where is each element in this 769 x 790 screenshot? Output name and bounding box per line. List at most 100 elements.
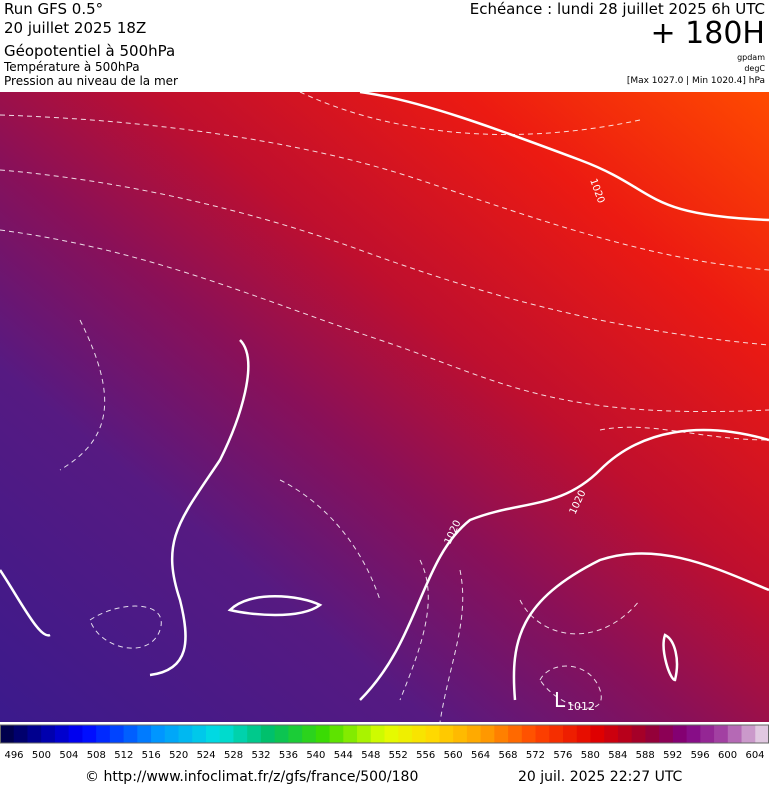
colorbar-label: 520 — [169, 750, 188, 761]
color-swatch — [700, 725, 715, 743]
colorbar-label: 592 — [663, 750, 682, 761]
color-swatch — [563, 725, 578, 743]
color-swatch — [425, 725, 440, 743]
color-swatch — [82, 725, 97, 743]
color-swatch — [755, 725, 769, 743]
color-swatch — [137, 725, 152, 743]
color-swatch — [590, 725, 605, 743]
color-swatch — [535, 725, 550, 743]
colorbar-label: 524 — [197, 750, 216, 761]
color-swatch — [13, 725, 28, 743]
color-swatch — [164, 725, 180, 743]
temperature-contours — [0, 91, 769, 723]
color-swatch — [384, 725, 399, 743]
color-swatch — [233, 725, 248, 743]
colorbar-label: 500 — [32, 750, 51, 761]
color-swatch — [521, 725, 537, 743]
map: 1020 1020 1020 L 1012 — [0, 90, 769, 723]
color-swatch — [480, 725, 495, 743]
source: © http://www.infoclimat.fr/z/gfs/france/… — [85, 769, 418, 785]
color-swatch — [247, 725, 262, 743]
colorbar-label: 528 — [224, 750, 243, 761]
color-swatch — [727, 725, 743, 743]
color-swatch — [274, 725, 289, 743]
colorbar-label: 536 — [279, 750, 298, 761]
color-swatch — [0, 725, 15, 743]
color-swatch — [659, 725, 674, 743]
color-swatch — [96, 725, 111, 743]
colorbar-label: 512 — [114, 750, 133, 761]
colorbar-label: 508 — [87, 750, 106, 761]
color-swatch — [192, 725, 207, 743]
color-swatch — [288, 725, 303, 743]
colorbar-label: 540 — [306, 750, 325, 761]
colorbar-label: 552 — [389, 750, 408, 761]
color-swatch — [151, 725, 166, 743]
isobars — [0, 90, 769, 701]
color-swatch — [411, 725, 427, 743]
colorbar-label: 580 — [581, 750, 600, 761]
colorbar-label: 588 — [636, 750, 655, 761]
color-swatch — [672, 725, 688, 743]
layer: Température à 500hPa — [3, 60, 140, 74]
color-swatch — [219, 725, 234, 743]
color-swatch — [27, 725, 42, 743]
color-swatch — [178, 725, 193, 743]
layer: Pression au niveau de la mer — [4, 74, 178, 88]
colorbar-label: 568 — [498, 750, 517, 761]
color-swatch — [329, 725, 344, 743]
colorbar-label: 544 — [334, 750, 353, 761]
color-swatch — [453, 725, 468, 743]
colorbar-label: 584 — [608, 750, 627, 761]
color-swatch — [123, 725, 138, 743]
colorbar-label: 564 — [471, 750, 490, 761]
color-swatch — [466, 725, 482, 743]
run-date: 20 juillet 2025 18Z — [4, 19, 146, 37]
layer: Géopotentiel à 500hPa — [4, 42, 175, 60]
colorbar-label: 548 — [361, 750, 380, 761]
colorbar-label: 560 — [444, 750, 463, 761]
color-swatch — [370, 725, 385, 743]
colorbar-label: 576 — [553, 750, 572, 761]
color-swatch — [645, 725, 660, 743]
colorbar-label: 556 — [416, 750, 435, 761]
color-swatch — [398, 725, 413, 743]
unit: degC — [744, 64, 765, 73]
color-swatch — [68, 725, 83, 743]
color-swatch — [617, 725, 633, 743]
colorbar-label: 572 — [526, 750, 545, 761]
colorbar-label: 600 — [718, 750, 737, 761]
color-swatch — [576, 725, 591, 743]
map-field — [0, 92, 769, 722]
color-swatch — [109, 725, 125, 743]
color-swatch — [343, 725, 358, 743]
colorbar-label: 532 — [251, 750, 270, 761]
unit: gpdam — [737, 53, 765, 62]
colorbar-label: 516 — [142, 750, 161, 761]
color-swatch — [357, 725, 372, 743]
color-swatch — [41, 725, 56, 743]
color-swatch — [494, 725, 509, 743]
color-swatch — [741, 725, 756, 743]
color-swatch — [686, 725, 701, 743]
run: Run GFS 0.5° — [4, 0, 103, 18]
low-value: 1012 — [567, 700, 595, 713]
colorbar-label: 504 — [59, 750, 78, 761]
colorbar-label: 604 — [745, 750, 764, 761]
colorbar-label: 596 — [691, 750, 710, 761]
color-swatch — [508, 725, 523, 743]
color-swatch — [260, 725, 276, 743]
pressure-range: [Max 1027.0 | Min 1020.4] hPa — [627, 76, 765, 86]
generated: 20 juil. 2025 22:27 UTC — [518, 769, 683, 785]
lead-time: + 180H — [651, 16, 766, 51]
color-swatch — [54, 725, 70, 743]
color-swatch — [302, 725, 317, 743]
colorbar: 496 500 504 508 512 516 520 524 528 532 536 540 544 5… — [0, 724, 769, 761]
color-swatch — [604, 725, 619, 743]
color-swatch — [631, 725, 646, 743]
color-swatch — [439, 725, 454, 743]
colorbar-label: 496 — [4, 750, 23, 761]
valid-time: Echéance : lundi 28 juillet 2025 6h UTC — [470, 0, 765, 18]
